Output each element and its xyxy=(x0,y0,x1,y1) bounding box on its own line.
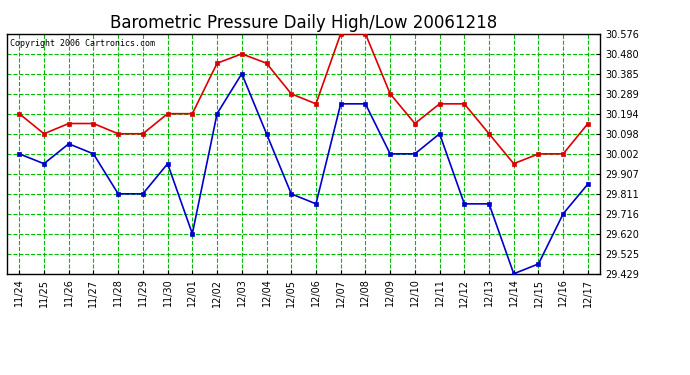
Text: Copyright 2006 Cartronics.com: Copyright 2006 Cartronics.com xyxy=(10,39,155,48)
Title: Barometric Pressure Daily High/Low 20061218: Barometric Pressure Daily High/Low 20061… xyxy=(110,14,497,32)
